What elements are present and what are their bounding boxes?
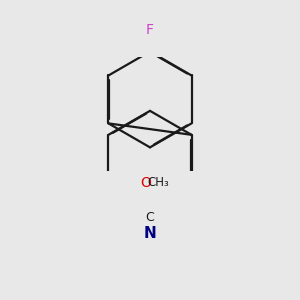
Text: F: F xyxy=(146,23,154,37)
Text: C: C xyxy=(146,211,154,224)
Text: O: O xyxy=(140,176,151,190)
Text: CH₃: CH₃ xyxy=(148,176,169,189)
Text: N: N xyxy=(144,226,156,241)
